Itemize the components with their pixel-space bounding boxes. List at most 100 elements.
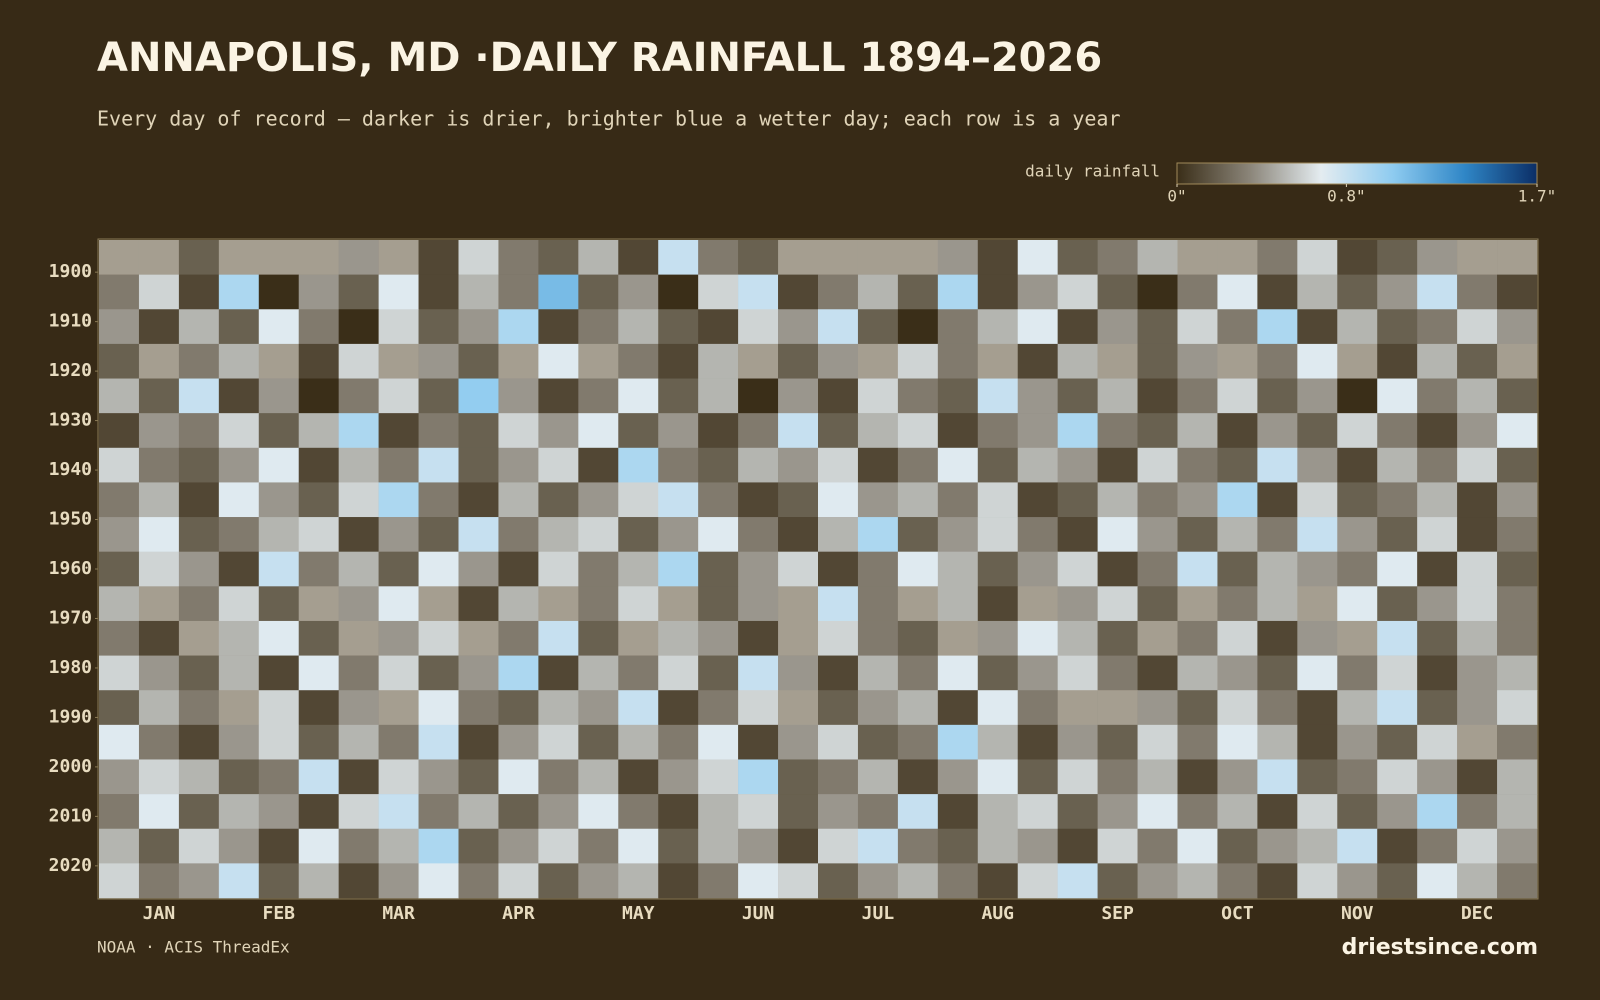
heat-cell — [738, 655, 779, 691]
heat-cell — [937, 240, 979, 275]
heat-cell — [897, 413, 939, 449]
heat-cell — [578, 724, 619, 760]
heat-cell — [937, 794, 979, 830]
heat-cell — [1337, 343, 1378, 379]
heat-cell — [258, 517, 300, 552]
heat-cell — [818, 343, 859, 379]
heat-cell — [218, 551, 260, 587]
heat-cell — [1057, 551, 1098, 587]
heat-cell — [1497, 586, 1538, 622]
heat-cell — [218, 724, 260, 760]
y-tick-label: 1940 — [49, 459, 92, 480]
heat-cell — [1097, 447, 1138, 483]
heat-cell — [937, 690, 979, 726]
heat-cell — [658, 378, 699, 414]
heat-cell — [298, 690, 339, 726]
heat-cell — [338, 586, 379, 622]
heat-cell — [1057, 482, 1098, 518]
heat-cell — [418, 447, 459, 483]
heat-cell — [138, 517, 180, 552]
heat-cell — [578, 309, 619, 345]
heat-cell — [1137, 620, 1178, 656]
heat-cell — [937, 620, 979, 656]
heat-cell — [1377, 690, 1418, 726]
heat-cell — [1337, 274, 1378, 310]
heat-cell — [778, 724, 819, 760]
heat-cell — [738, 863, 779, 899]
heat-cell — [99, 413, 140, 449]
heat-cell — [857, 517, 899, 552]
heat-cell — [418, 378, 459, 414]
heat-cell — [1257, 517, 1298, 552]
heat-cell — [1457, 620, 1498, 656]
heat-cell — [178, 863, 220, 899]
source: NOAA · ACIS ThreadEx — [97, 938, 290, 957]
heat-cell — [857, 482, 899, 518]
heat-cell — [618, 274, 659, 310]
heat-cell — [378, 309, 419, 345]
heat-cell — [458, 586, 499, 622]
heat-cell — [778, 378, 819, 414]
heat-cell — [178, 447, 220, 483]
heat-cell — [258, 863, 300, 899]
heat-cell — [578, 551, 619, 587]
heat-cell — [418, 586, 459, 622]
heat-cell — [1377, 620, 1418, 656]
heat-cell — [1097, 551, 1138, 587]
heat-cell — [418, 551, 459, 587]
heat-cell — [698, 724, 739, 760]
heat-cell — [1137, 586, 1178, 622]
heat-cell — [138, 482, 180, 518]
heat-cell — [99, 794, 140, 830]
heat-cell — [1377, 655, 1418, 691]
heat-cell — [977, 620, 1019, 656]
heat-cell — [138, 551, 180, 587]
heat-cell — [818, 794, 859, 830]
heat-cell — [418, 863, 459, 899]
heat-cell — [857, 724, 899, 760]
heat-cell — [338, 309, 379, 345]
heat-cell — [458, 620, 499, 656]
heat-cell — [1217, 309, 1258, 345]
heat-cell — [658, 343, 699, 379]
heat-cell — [857, 447, 899, 483]
heat-cell — [1177, 690, 1218, 726]
heat-cell — [99, 274, 140, 310]
heat-cell — [1337, 794, 1378, 830]
heat-cell — [1177, 413, 1218, 449]
x-tick-label: APR — [502, 903, 535, 924]
heat-cell — [1417, 655, 1458, 691]
x-tick-label: OCT — [1221, 903, 1254, 924]
heat-cell — [378, 828, 419, 864]
heat-cell — [818, 828, 859, 864]
heat-cell — [218, 655, 260, 691]
heat-cell — [178, 620, 220, 656]
heat-cell — [937, 517, 979, 552]
heat-cell — [698, 551, 739, 587]
heat-cell — [538, 240, 579, 275]
y-tick-label: 2000 — [49, 756, 92, 777]
heat-cell — [1297, 724, 1338, 760]
heat-cell — [937, 274, 979, 310]
heat-cell — [1137, 759, 1178, 795]
heat-cell — [1217, 378, 1258, 414]
heat-cell — [99, 240, 140, 275]
heat-cell — [1297, 482, 1338, 518]
heat-cell — [897, 274, 939, 310]
heat-cell — [298, 447, 339, 483]
heat-cell — [1017, 413, 1058, 449]
heat-cell — [1337, 863, 1378, 899]
heat-cell — [578, 794, 619, 830]
heat-cell — [1337, 828, 1378, 864]
heat-cell — [1137, 690, 1178, 726]
heat-cell — [738, 343, 779, 379]
heat-cell — [618, 828, 659, 864]
heat-cell — [818, 447, 859, 483]
heat-cell — [218, 620, 260, 656]
heat-cell — [178, 794, 220, 830]
heat-cell — [338, 620, 379, 656]
heat-cell — [1457, 413, 1498, 449]
heat-cell — [258, 482, 300, 518]
heat-cell — [1377, 343, 1418, 379]
x-tick-label: JUL — [862, 903, 895, 924]
